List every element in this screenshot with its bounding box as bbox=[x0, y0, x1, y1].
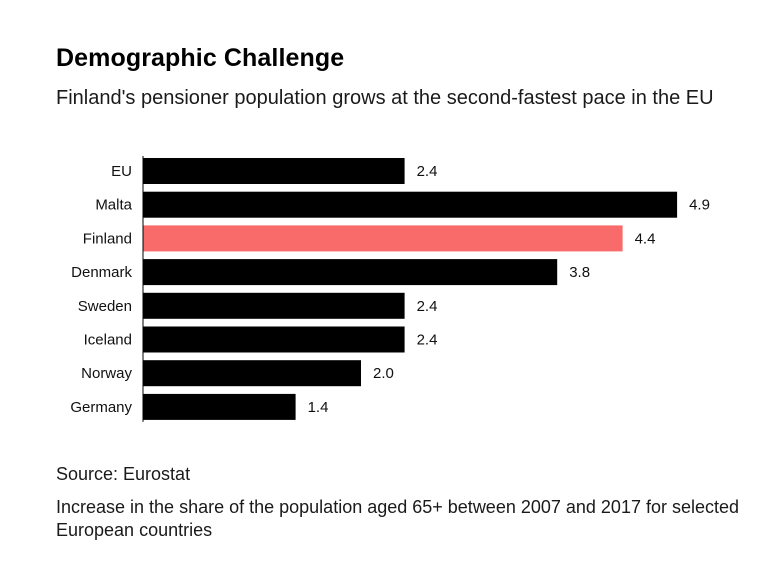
bar-finland bbox=[143, 225, 623, 252]
category-label-germany: Germany bbox=[70, 399, 132, 416]
bar-malta bbox=[143, 191, 678, 218]
category-label-sweden: Sweden bbox=[78, 298, 132, 315]
bar-germany bbox=[143, 393, 296, 420]
bar-eu bbox=[143, 158, 405, 184]
bar-denmark bbox=[143, 259, 558, 286]
value-label-finland: 4.4 bbox=[635, 230, 656, 247]
bar-iceland bbox=[143, 326, 405, 353]
bar-sweden bbox=[143, 292, 405, 319]
category-label-finland: Finland bbox=[83, 230, 132, 247]
value-label-iceland: 2.4 bbox=[417, 332, 438, 349]
category-label-denmark: Denmark bbox=[71, 264, 132, 281]
category-label-malta: Malta bbox=[95, 197, 132, 214]
category-label-norway: Norway bbox=[81, 365, 132, 382]
bar-chart: EU 2.4 Malta 4.9 Finland 4.4 Denmark 3.8 Sweden 2… bbox=[70, 156, 710, 422]
chart-title: Demographic Challenge bbox=[56, 44, 345, 72]
bar-norway bbox=[143, 360, 361, 387]
category-label-eu: EU bbox=[111, 163, 132, 180]
value-label-denmark: 3.8 bbox=[569, 264, 590, 281]
source-note: Source: Eurostat bbox=[56, 464, 191, 484]
value-label-germany: 1.4 bbox=[308, 399, 329, 416]
value-label-norway: 2.0 bbox=[373, 365, 394, 382]
category-label-iceland: Iceland bbox=[84, 332, 132, 349]
chart-footnote: Increase in the share of the population … bbox=[56, 497, 740, 540]
value-label-sweden: 2.4 bbox=[417, 298, 438, 315]
value-label-eu: 2.4 bbox=[417, 163, 438, 180]
chart-subtitle: Finland's pensioner population grows at … bbox=[56, 87, 714, 109]
value-label-malta: 4.9 bbox=[689, 197, 710, 214]
